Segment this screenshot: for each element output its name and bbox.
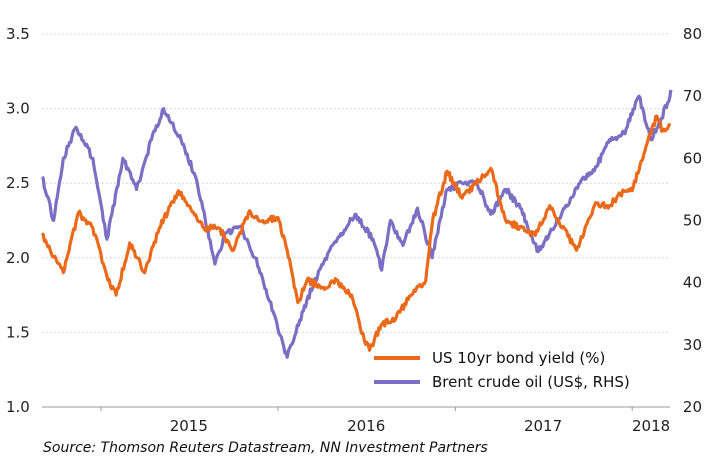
x-tick-label: 2015 [170,417,208,435]
gridlines [42,33,670,333]
x-tick-label: 2018 [632,417,670,435]
right-tick-label: 70 [683,87,702,105]
right-y-axis: 20 30 40 50 60 70 80 [683,25,702,416]
left-tick-label: 3.5 [6,25,30,43]
series-lines [40,89,673,359]
left-y-axis: 1.0 1.5 2.0 2.5 3.0 3.5 [6,25,30,416]
left-tick-label: 1.0 [6,398,30,416]
legend: US 10yr bond yield (%) Brent crude oil (U… [374,349,630,391]
right-tick-label: 80 [683,25,702,43]
series-line-us10y [40,114,672,352]
left-tick-label: 3.0 [6,100,30,118]
left-tick-label: 2.0 [6,249,30,267]
left-tick-label: 2.5 [6,174,30,192]
source-note: Source: Thomson Reuters Datastream, NN I… [43,440,488,456]
legend-label: Brent crude oil (US$, RHS) [432,373,630,391]
right-tick-label: 20 [683,398,702,416]
x-axis: 2015 2016 2017 2018 [42,406,670,435]
legend-label: US 10yr bond yield (%) [432,349,605,367]
x-tick-label: 2017 [524,417,562,435]
right-tick-label: 30 [683,336,702,354]
left-tick-label: 1.5 [6,323,30,341]
x-tick-label: 2016 [347,417,385,435]
right-tick-label: 50 [683,212,702,230]
right-tick-label: 60 [683,149,702,167]
series-line-brent [40,89,673,359]
right-tick-label: 40 [683,274,702,292]
